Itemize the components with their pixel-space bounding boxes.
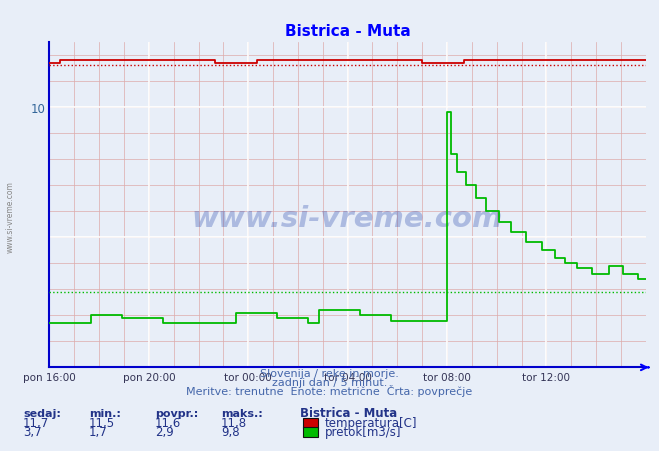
Text: Bistrica - Muta: Bistrica - Muta xyxy=(300,406,397,419)
Text: www.si-vreme.com: www.si-vreme.com xyxy=(5,180,14,253)
Text: pretok[m3/s]: pretok[m3/s] xyxy=(325,425,401,438)
Text: min.:: min.: xyxy=(89,408,121,418)
Text: Meritve: trenutne  Enote: metrične  Črta: povprečje: Meritve: trenutne Enote: metrične Črta: … xyxy=(186,385,473,396)
Text: 11,6: 11,6 xyxy=(155,416,181,429)
Text: maks.:: maks.: xyxy=(221,408,262,418)
Text: 1,7: 1,7 xyxy=(89,425,107,438)
Text: Slovenija / reke in morje.: Slovenija / reke in morje. xyxy=(260,368,399,378)
Text: 11,5: 11,5 xyxy=(89,416,115,429)
Text: 3,7: 3,7 xyxy=(23,425,42,438)
Text: temperatura[C]: temperatura[C] xyxy=(325,416,417,429)
Text: zadnji dan / 5 minut.: zadnji dan / 5 minut. xyxy=(272,377,387,387)
Title: Bistrica - Muta: Bistrica - Muta xyxy=(285,24,411,39)
Text: 9,8: 9,8 xyxy=(221,425,239,438)
Text: 11,7: 11,7 xyxy=(23,416,49,429)
Text: 2,9: 2,9 xyxy=(155,425,173,438)
Text: sedaj:: sedaj: xyxy=(23,408,61,418)
Text: www.si-vreme.com: www.si-vreme.com xyxy=(192,204,503,232)
Text: 11,8: 11,8 xyxy=(221,416,247,429)
Text: povpr.:: povpr.: xyxy=(155,408,198,418)
